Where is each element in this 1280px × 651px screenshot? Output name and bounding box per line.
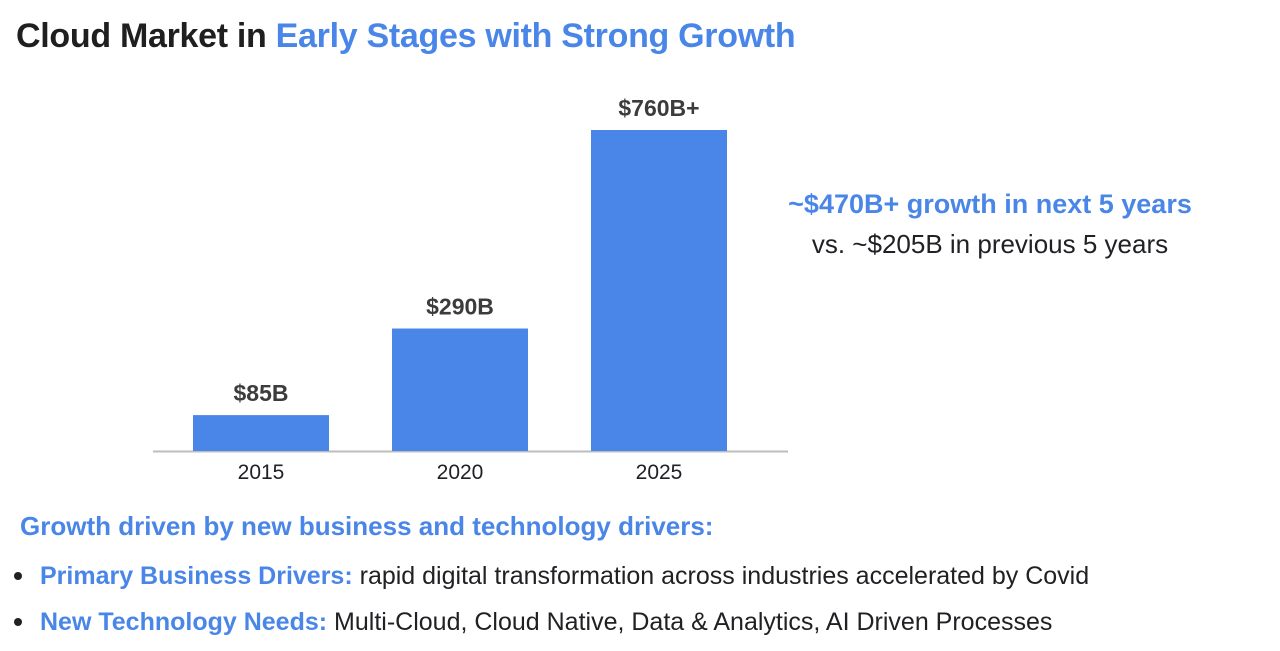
- growth-subline: vs. ~$205B in previous 5 years: [811, 229, 1169, 259]
- x-tick-label-2015: 2015: [238, 461, 285, 484]
- page-title: Cloud Market in Early Stages with Strong…: [16, 14, 796, 58]
- data-label-2020: $290B: [426, 294, 494, 320]
- x-tick-label-2025: 2025: [636, 461, 683, 484]
- bullet-dot-icon: [14, 572, 22, 580]
- driver-item-technology: New Technology Needs: Multi-Cloud, Cloud…: [14, 599, 1089, 645]
- growth-headline: ~$470B+ growth in next 5 years: [788, 189, 1192, 219]
- x-tick-label-2020: 2020: [437, 461, 484, 484]
- growth-callout: ~$470B+ growth in next 5 years vs. ~$205…: [720, 184, 1260, 264]
- driver-text: rapid digital transformation across indu…: [352, 562, 1090, 590]
- bar-2025: [591, 130, 727, 451]
- driver-label: New Technology Needs:: [40, 608, 328, 636]
- drivers-list: Primary Business Drivers: rapid digital …: [14, 553, 1089, 645]
- title-part-accent: Early Stages with Strong Growth: [275, 17, 796, 55]
- bar-2015: [193, 415, 329, 451]
- bullet-dot-icon: [14, 618, 22, 626]
- driver-item-business: Primary Business Drivers: rapid digital …: [14, 553, 1089, 599]
- driver-label: Primary Business Drivers:: [40, 562, 353, 590]
- title-part-dark: Cloud Market in: [16, 17, 276, 55]
- bar-2020: [392, 328, 528, 451]
- data-label-2015: $85B: [234, 380, 289, 406]
- data-label-2025: $760B+: [618, 95, 699, 121]
- drivers-heading: Growth driven by new business and techno…: [20, 511, 714, 541]
- driver-text: Multi-Cloud, Cloud Native, Data & Analyt…: [327, 608, 1053, 636]
